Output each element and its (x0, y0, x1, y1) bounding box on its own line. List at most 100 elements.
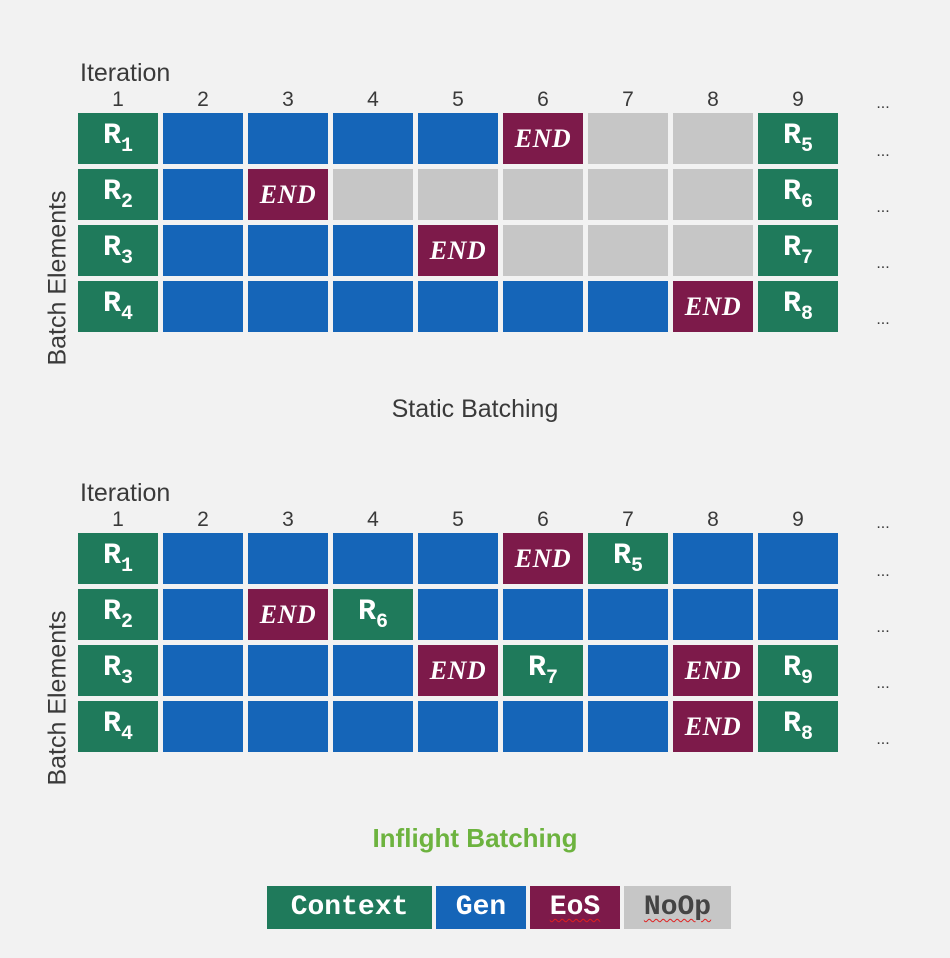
gen-cell (418, 281, 498, 332)
request-label: R2 (102, 174, 134, 214)
gen-cell (333, 645, 413, 696)
gen-cell (418, 589, 498, 640)
noop-cell (418, 169, 498, 220)
row-ellipsis: ... (876, 311, 890, 328)
end-label: END (259, 599, 317, 629)
iteration-ellipsis: ... (876, 515, 890, 532)
eos-cell: END (503, 533, 583, 584)
eos-cell: END (673, 281, 753, 332)
context-cell: R6 (333, 589, 413, 640)
noop-cell (333, 169, 413, 220)
context-cell: R3 (78, 225, 158, 276)
static-batching-caption: Static Batching (391, 395, 559, 423)
noop-cell (673, 225, 753, 276)
gen-cell (248, 533, 328, 584)
gen-cell (248, 113, 328, 164)
end-label: END (684, 291, 742, 321)
gen-cell (163, 113, 243, 164)
iteration-axis-title: Iteration (80, 479, 171, 507)
noop-cell (588, 169, 668, 220)
context-cell: R4 (78, 701, 158, 752)
gen-cell (418, 701, 498, 752)
context-cell: R9 (758, 645, 838, 696)
iteration-number: 9 (792, 88, 804, 111)
context-cell: R6 (758, 169, 838, 220)
end-label: END (514, 543, 572, 573)
iteration-number: 8 (707, 88, 719, 111)
eos-cell: END (248, 589, 328, 640)
iteration-number: 4 (367, 508, 379, 531)
gen-cell (588, 589, 668, 640)
context-cell: R8 (758, 701, 838, 752)
row-ellipsis: ... (876, 731, 890, 748)
gen-cell (163, 169, 243, 220)
iteration-number: 3 (282, 508, 294, 531)
iteration-number: 1 (112, 508, 124, 531)
noop-cell (588, 225, 668, 276)
context-cell: R3 (78, 645, 158, 696)
iteration-number: 7 (622, 508, 634, 531)
legend-context: Context (267, 886, 432, 929)
iteration-ellipsis: ... (876, 95, 890, 112)
context-cell: R7 (758, 225, 838, 276)
end-label: END (259, 179, 317, 209)
gen-cell (673, 589, 753, 640)
request-label: R1 (102, 538, 134, 578)
context-cell: R5 (588, 533, 668, 584)
row-ellipsis: ... (876, 143, 890, 160)
request-label: R8 (782, 706, 814, 746)
eos-cell: END (248, 169, 328, 220)
request-label: R6 (782, 174, 814, 214)
row-ellipsis: ... (876, 675, 890, 692)
noop-cell (673, 113, 753, 164)
gen-cell (163, 281, 243, 332)
gen-cell (163, 589, 243, 640)
gen-cell (588, 281, 668, 332)
gen-cell (163, 701, 243, 752)
gen-cell (588, 645, 668, 696)
gen-cell (333, 225, 413, 276)
gen-cell (758, 533, 838, 584)
gen-cell (418, 533, 498, 584)
row-ellipsis: ... (876, 255, 890, 272)
request-label: R4 (102, 706, 134, 746)
legend-eos: EoS (530, 886, 620, 929)
end-label: END (429, 235, 487, 265)
gen-cell (163, 225, 243, 276)
request-label: R5 (782, 118, 814, 158)
iteration-number: 5 (452, 508, 464, 531)
inflight-batching-caption: Inflight Batching (372, 823, 578, 853)
end-label: END (429, 655, 487, 685)
request-label: R4 (102, 286, 134, 326)
row-ellipsis: ... (876, 619, 890, 636)
gen-cell (333, 113, 413, 164)
iteration-number: 5 (452, 88, 464, 111)
gen-cell (163, 645, 243, 696)
request-label: R3 (102, 230, 134, 270)
legend-gen: Gen (436, 886, 526, 929)
context-cell: R1 (78, 533, 158, 584)
eos-cell: END (503, 113, 583, 164)
request-label: R7 (527, 650, 559, 690)
request-label: R1 (102, 118, 134, 158)
end-label: END (684, 655, 742, 685)
gen-cell (333, 701, 413, 752)
iteration-number: 4 (367, 88, 379, 111)
iteration-number: 8 (707, 508, 719, 531)
gen-cell (418, 113, 498, 164)
gen-cell (503, 589, 583, 640)
iteration-axis-title: Iteration (80, 59, 171, 87)
row-ellipsis: ... (876, 563, 890, 580)
gen-cell (503, 281, 583, 332)
context-cell: R2 (78, 589, 158, 640)
iteration-number: 1 (112, 88, 124, 111)
gen-cell (248, 701, 328, 752)
iteration-number: 7 (622, 88, 634, 111)
gen-cell (673, 533, 753, 584)
iteration-number: 3 (282, 88, 294, 111)
eos-cell: END (673, 645, 753, 696)
gen-cell (333, 281, 413, 332)
gen-cell (588, 701, 668, 752)
legend-noop: NoOp (624, 886, 731, 929)
gen-cell (758, 589, 838, 640)
